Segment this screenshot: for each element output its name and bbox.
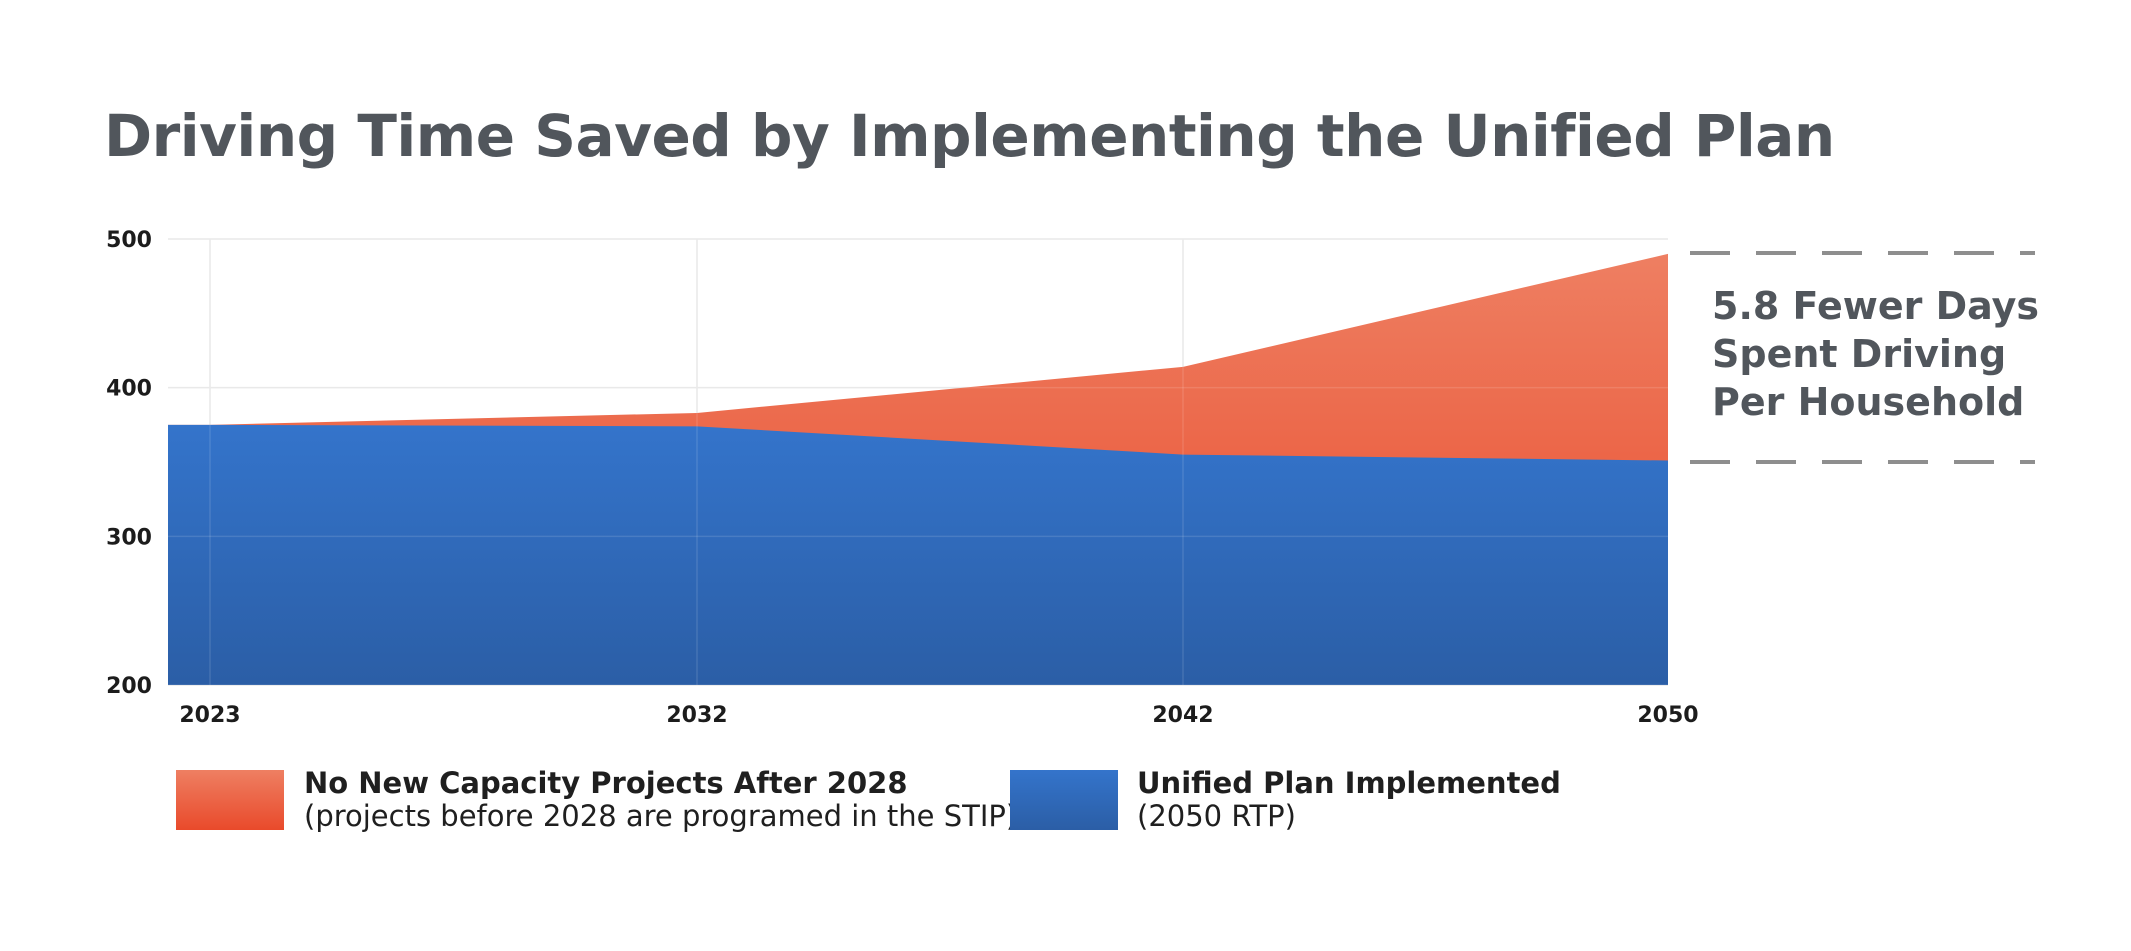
y-tick-label-300: 300 bbox=[106, 525, 152, 550]
x-tick-label-2023: 2023 bbox=[179, 703, 240, 728]
legend-swatch-unified-plan bbox=[1010, 770, 1118, 830]
area-unified-plan bbox=[168, 424, 1668, 685]
x-axis-ticks: 2023 2032 2042 2050 bbox=[179, 703, 1698, 728]
x-tick-label-2050: 2050 bbox=[1637, 703, 1698, 728]
x-tick-label-2042: 2042 bbox=[1152, 703, 1213, 728]
legend-note-unified-plan: (2050 RTP) bbox=[1137, 799, 1296, 833]
areas bbox=[168, 253, 1668, 685]
legend-entry-no-new-capacity: No New Capacity Projects After 2028 (pro… bbox=[304, 767, 1017, 833]
x-tick-label-2032: 2032 bbox=[666, 703, 727, 728]
chart-title: Driving Time Saved by Implementing the U… bbox=[104, 102, 1835, 170]
legend-note-no-new-capacity: (projects before 2028 are programed in t… bbox=[304, 799, 1018, 833]
y-axis-ticks: 200 300 400 500 bbox=[106, 228, 152, 699]
legend-label-unified-plan: Unified Plan Implemented bbox=[1137, 766, 1561, 800]
callout-line-3: Per Household bbox=[1712, 380, 2025, 424]
callout-dashed-lines bbox=[1690, 251, 2035, 464]
callout-line-1: 5.8 Fewer Days bbox=[1712, 284, 2039, 328]
legend-entry-unified-plan: Unified Plan Implemented (2050 RTP) bbox=[1137, 767, 1561, 833]
overlay-grid bbox=[168, 238, 1668, 686]
callout-line-2: Spent Driving bbox=[1712, 332, 2007, 376]
y-tick-label-200: 200 bbox=[106, 674, 152, 699]
legend-label-no-new-capacity: No New Capacity Projects After 2028 bbox=[304, 766, 908, 800]
y-tick-label-400: 400 bbox=[106, 377, 152, 402]
legend-swatch-no-new-capacity bbox=[176, 770, 284, 830]
callout-annotation: 5.8 Fewer Days Spent Driving Per Househo… bbox=[1712, 282, 2042, 426]
y-tick-label-500: 500 bbox=[106, 228, 152, 253]
